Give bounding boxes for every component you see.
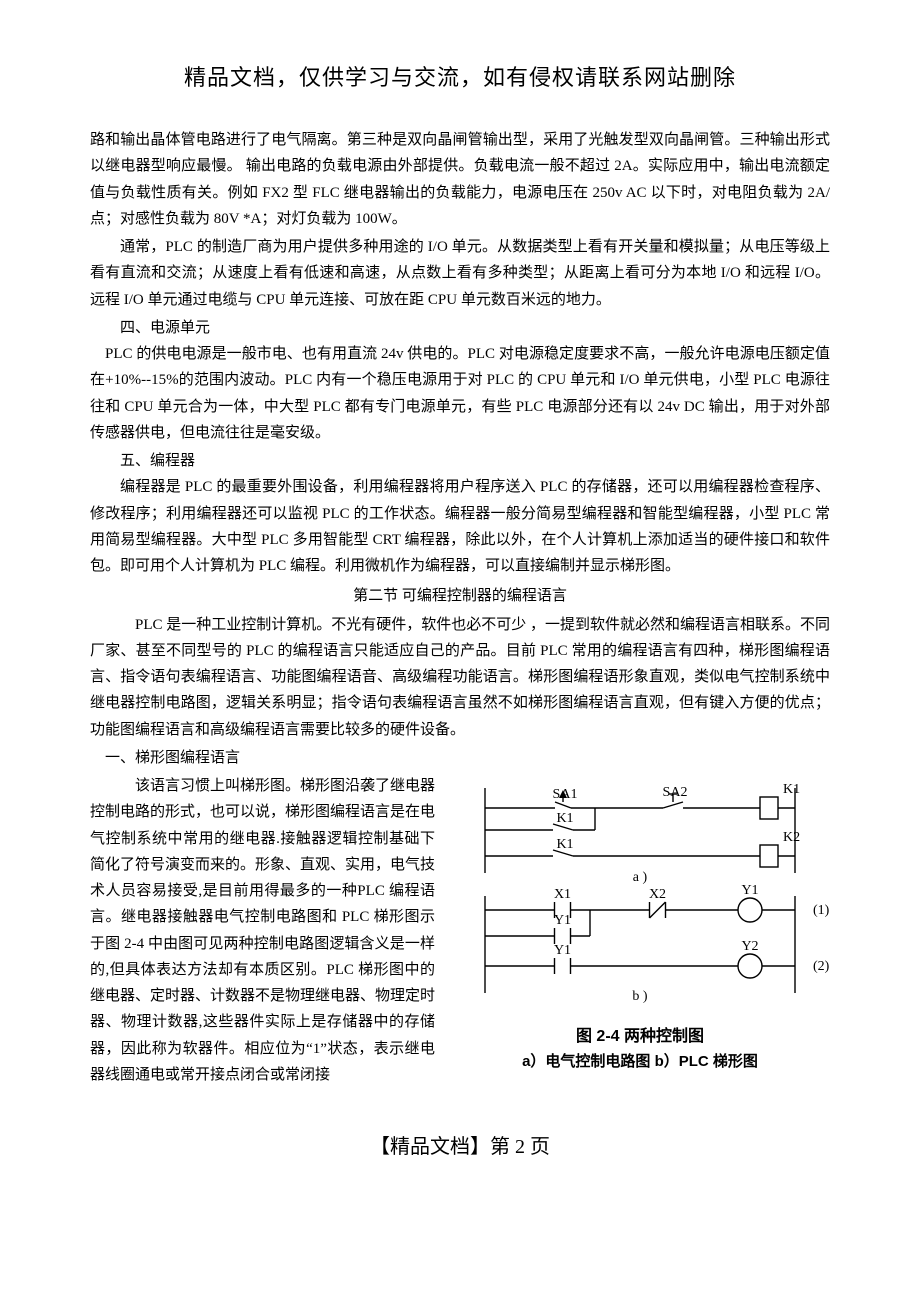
svg-text:K1: K1 (556, 837, 573, 852)
paragraph-5: PLC 是一种工业控制计算机。不光有硬件，软件也必不可少 ，一提到软件就必然和编… (90, 612, 830, 743)
heading-4: 四、电源单元 (90, 315, 830, 341)
heading-section-2: 第二节 可编程控制器的编程语言 (90, 583, 830, 609)
heading-1-ladder: 一、梯形图编程语言 (90, 745, 830, 771)
svg-text:(1): (1) (813, 903, 830, 918)
svg-text:Y1: Y1 (554, 913, 571, 928)
svg-text:Y1: Y1 (741, 883, 758, 898)
svg-text:K1: K1 (783, 782, 800, 797)
svg-text:Y1: Y1 (554, 943, 571, 958)
svg-text:K1: K1 (556, 811, 573, 826)
svg-text:SA2: SA2 (663, 785, 688, 800)
svg-text:(2): (2) (813, 959, 830, 974)
figure-caption-line2: a）电气控制电路图 b）PLC 梯形图 (450, 1050, 830, 1074)
figure-svg: SA1 SA2 K1 K1 K1 K2 a ) X1 X2 Y1 (1) Y1 Y1 Y2 (2) b ) (450, 778, 830, 1018)
svg-text:X2: X2 (649, 887, 666, 902)
svg-text:SA1: SA1 (553, 787, 578, 802)
svg-text:b ): b ) (632, 989, 648, 1004)
paragraph-3: PLC 的供电电源是一般市电、也有用直流 24v 供电的。PLC 对电源稳定度要… (90, 341, 830, 446)
heading-5: 五、编程器 (90, 448, 830, 474)
paragraph-2: 通常，PLC 的制造厂商为用户提供多种用途的 I/O 单元。从数据类型上看有开关… (90, 234, 830, 313)
page-header: 精品文档，仅供学习与交流，如有侵权请联系网站删除 (90, 60, 830, 92)
svg-text:Y2: Y2 (741, 939, 758, 954)
figure-caption: 图 2-4 两种控制图 a）电气控制电路图 b）PLC 梯形图 (450, 1024, 830, 1074)
page-footer: 【精品文档】第 2 页 (90, 1130, 830, 1159)
paragraph-4: 编程器是 PLC 的最重要外围设备，利用编程器将用户程序送入 PLC 的存储器，… (90, 474, 830, 579)
svg-text:X1: X1 (554, 887, 571, 902)
svg-text:K2: K2 (783, 830, 800, 845)
paragraph-1: 路和输出晶体管电路进行了电气隔离。第三种是双向晶闸管输出型，采用了光触发型双向晶… (90, 127, 830, 232)
svg-text:a ): a ) (633, 870, 648, 885)
figure-2-4: SA1 SA2 K1 K1 K1 K2 a ) X1 X2 Y1 (1) Y1 Y1 Y2 (2) b ) 图… (450, 778, 830, 1074)
figure-caption-line1: 图 2-4 两种控制图 (450, 1024, 830, 1050)
